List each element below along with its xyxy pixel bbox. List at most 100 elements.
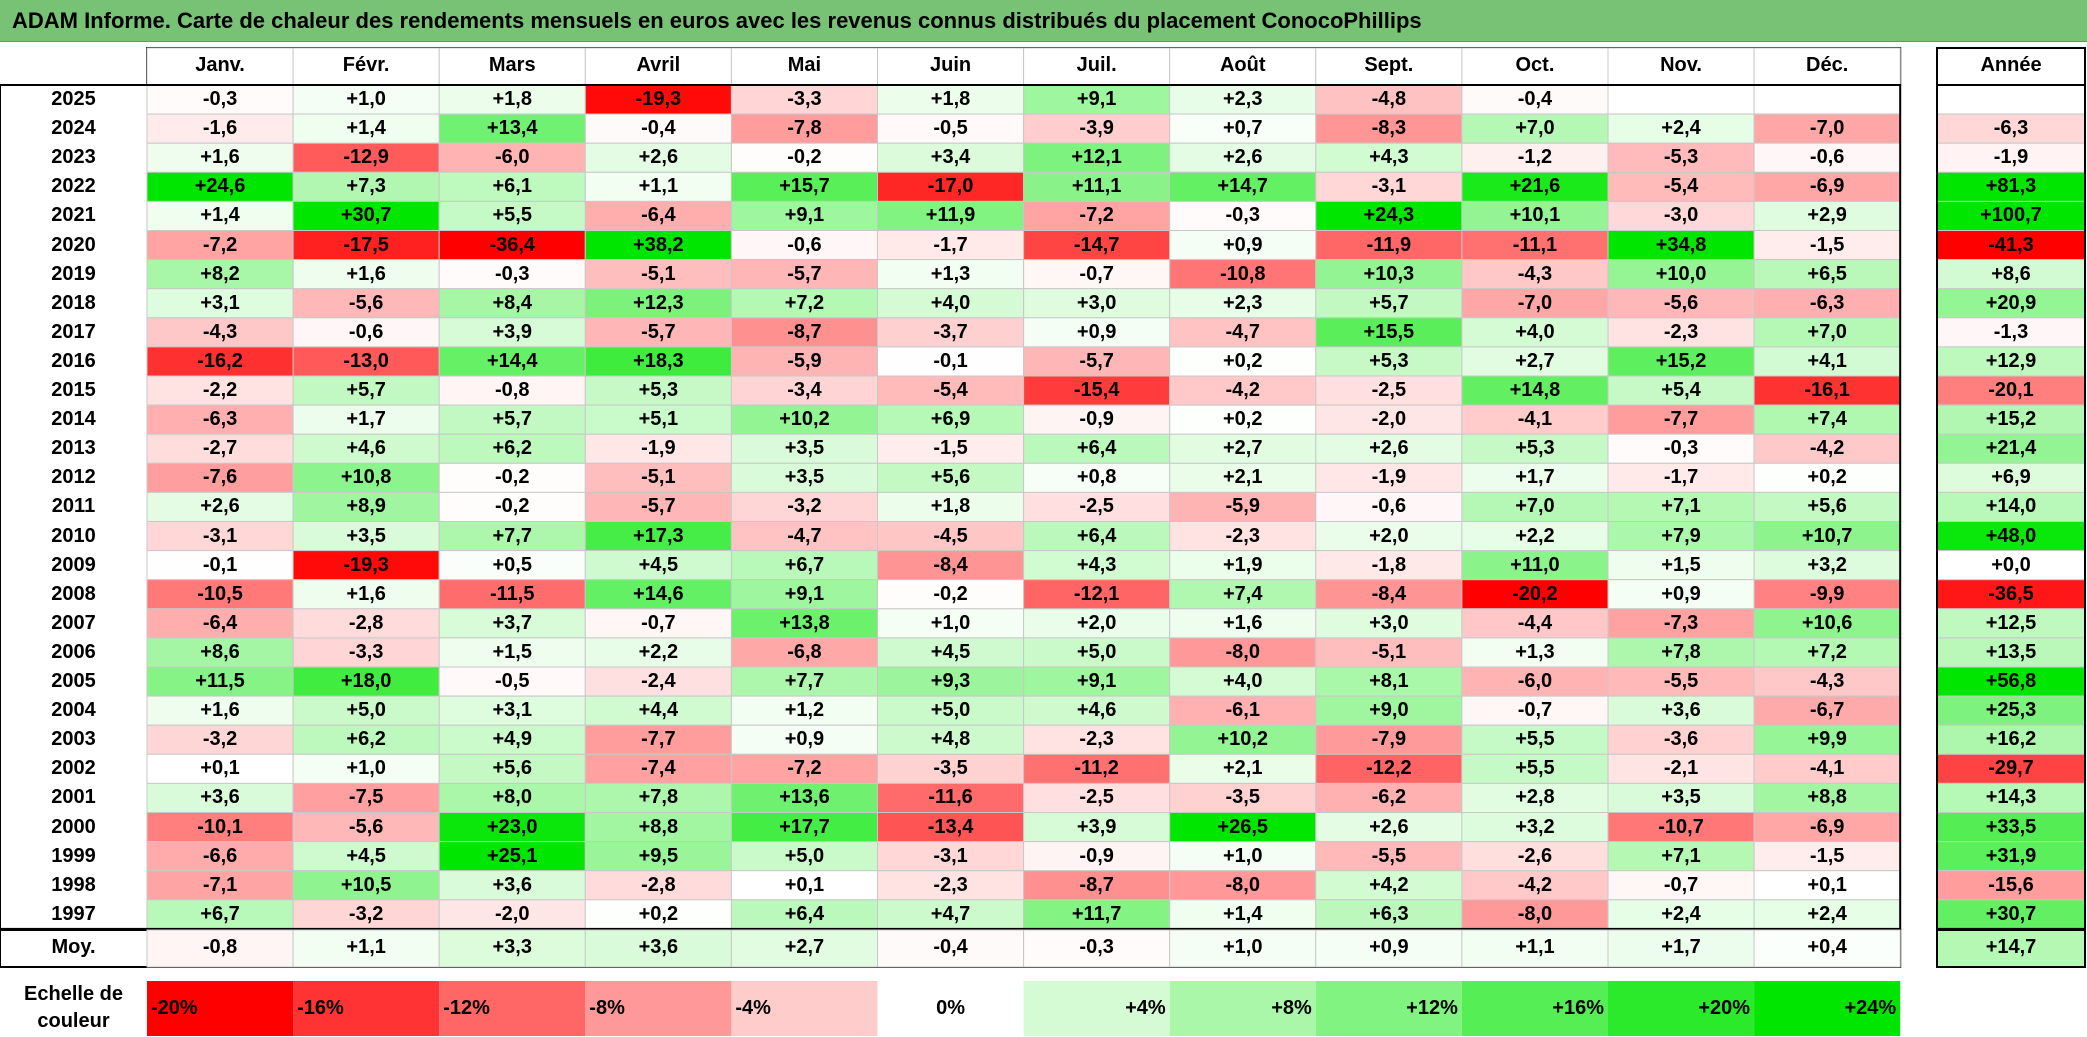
heatmap-cell bbox=[1023, 579, 1171, 610]
cell-value: +10,0 bbox=[1655, 262, 1707, 285]
cell-value: -3,5 bbox=[1225, 786, 1260, 809]
annual-value: +20,9 bbox=[1985, 291, 2037, 314]
heatmap-cell bbox=[438, 346, 586, 377]
heatmap-cell bbox=[584, 812, 732, 843]
year-label: 1998 bbox=[51, 873, 96, 896]
average-cell bbox=[584, 929, 732, 968]
heatmap-cell bbox=[146, 753, 294, 784]
cell-value: +8,8 bbox=[638, 815, 679, 838]
cell-value: +3,6 bbox=[200, 786, 240, 809]
annual-cell bbox=[1936, 288, 2086, 319]
scale-value: +12% bbox=[1406, 997, 1458, 1019]
cell-value: +5,4 bbox=[1661, 379, 1701, 401]
cell-value: -0,9 bbox=[1079, 844, 1114, 867]
cell-value: +7,9 bbox=[1661, 524, 1701, 547]
cell-value: +7,8 bbox=[638, 786, 679, 809]
heatmap-cell bbox=[438, 841, 586, 872]
month-header-label: Janv. bbox=[195, 54, 245, 76]
annual-value: -36,5 bbox=[1988, 582, 2034, 605]
cell-value: -7,0 bbox=[1809, 117, 1845, 140]
month-header-label: Déc. bbox=[1806, 54, 1849, 76]
cell-value: +13,6 bbox=[779, 786, 830, 809]
heatmap-cell bbox=[292, 404, 440, 435]
heatmap-cell bbox=[1753, 346, 1901, 377]
cell-value: +11,0 bbox=[1510, 553, 1560, 576]
cell-value: +3,0 bbox=[1369, 611, 1409, 634]
annual-value: +16,2 bbox=[1985, 728, 2037, 751]
heatmap-cell bbox=[1753, 753, 1901, 784]
cell-value: -4,2 bbox=[1517, 873, 1553, 896]
cell-value: +3,1 bbox=[492, 699, 532, 722]
average-value: +3,6 bbox=[638, 936, 679, 958]
heatmap-cell bbox=[1461, 171, 1609, 202]
cell-value: +1,6 bbox=[200, 146, 240, 169]
heatmap-cell bbox=[1753, 521, 1901, 552]
heatmap-cell bbox=[1753, 113, 1901, 144]
average-value: +0,9 bbox=[1369, 936, 1409, 958]
cell-value: -10,5 bbox=[197, 582, 243, 605]
heatmap-cell bbox=[1607, 462, 1755, 493]
heatmap-cell bbox=[1753, 259, 1901, 290]
cell-value: -3,3 bbox=[348, 640, 384, 663]
average-value: +1,1 bbox=[346, 936, 386, 958]
month-header-label: Févr. bbox=[342, 54, 390, 76]
heatmap-cell bbox=[438, 171, 586, 202]
cell-value: +1,3 bbox=[1515, 640, 1555, 663]
cell-value: +0,9 bbox=[784, 728, 825, 751]
cell-value: -5,7 bbox=[787, 262, 822, 285]
cell-value: +13,8 bbox=[779, 611, 830, 634]
cell-value: -7,7 bbox=[641, 728, 676, 751]
cell-value: +3,9 bbox=[1076, 815, 1117, 838]
cell-value: +4,3 bbox=[1369, 146, 1409, 169]
heatmap-cell bbox=[292, 288, 440, 319]
year-label: 2003 bbox=[51, 728, 96, 751]
cell-value: +15,7 bbox=[779, 175, 830, 198]
heatmap-cell bbox=[146, 608, 294, 639]
cell-value: -3,1 bbox=[933, 844, 968, 867]
scale-label-line2: couleur bbox=[37, 1010, 110, 1032]
cell-value: +5,6 bbox=[492, 757, 532, 780]
cell-value: -7,2 bbox=[787, 757, 822, 780]
heatmap-cell bbox=[1753, 491, 1901, 522]
month-header-label: Nov. bbox=[1660, 54, 1702, 76]
cell-value: +1,4 bbox=[346, 117, 386, 140]
annual-value: -6,3 bbox=[1993, 117, 2029, 140]
heatmap-cell bbox=[877, 433, 1025, 464]
cell-value: -4,3 bbox=[202, 320, 238, 343]
heatmap-cell bbox=[1461, 637, 1609, 668]
heatmap-cell bbox=[146, 666, 294, 697]
annual-cell bbox=[1936, 142, 2086, 173]
annual-value: +100,7 bbox=[1980, 204, 2042, 227]
cell-value: +5,5 bbox=[1515, 728, 1555, 751]
year-label: 2024 bbox=[51, 117, 96, 140]
annual-header-label: Année bbox=[1980, 54, 2042, 76]
heatmap-cell bbox=[584, 200, 732, 231]
heatmap-cell bbox=[1023, 521, 1171, 552]
heatmap-cell bbox=[584, 724, 732, 755]
cell-value: +5,6 bbox=[1807, 495, 1847, 518]
heatmap-cell bbox=[292, 637, 440, 668]
cell-value: -3,2 bbox=[202, 728, 238, 751]
heatmap-cell bbox=[1753, 812, 1901, 843]
cell-value: -8,3 bbox=[1371, 117, 1407, 140]
heatmap-cell bbox=[438, 782, 586, 814]
heatmap-cell bbox=[438, 142, 586, 173]
cell-value: -2,5 bbox=[1371, 379, 1407, 401]
cell-value: -7,1 bbox=[202, 873, 238, 896]
scale-swatch bbox=[1608, 981, 1755, 1036]
cell-value: -6,0 bbox=[1517, 670, 1553, 692]
heatmap-cell bbox=[877, 579, 1025, 610]
cell-value: +5,0 bbox=[784, 844, 825, 867]
heatmap-cell bbox=[1753, 666, 1901, 697]
cell-value: -5,3 bbox=[1663, 146, 1699, 169]
cell-value: +2,2 bbox=[638, 640, 679, 663]
heatmap-cell bbox=[877, 84, 1025, 115]
heatmap-cell bbox=[1169, 812, 1317, 843]
annual-value: +25,3 bbox=[1985, 699, 2037, 722]
heatmap-cell bbox=[146, 200, 294, 231]
cell-value: +5,3 bbox=[1369, 349, 1409, 372]
average-cell bbox=[292, 929, 440, 968]
heatmap-cell bbox=[438, 899, 586, 930]
cell-value: +7,1 bbox=[1661, 495, 1701, 518]
